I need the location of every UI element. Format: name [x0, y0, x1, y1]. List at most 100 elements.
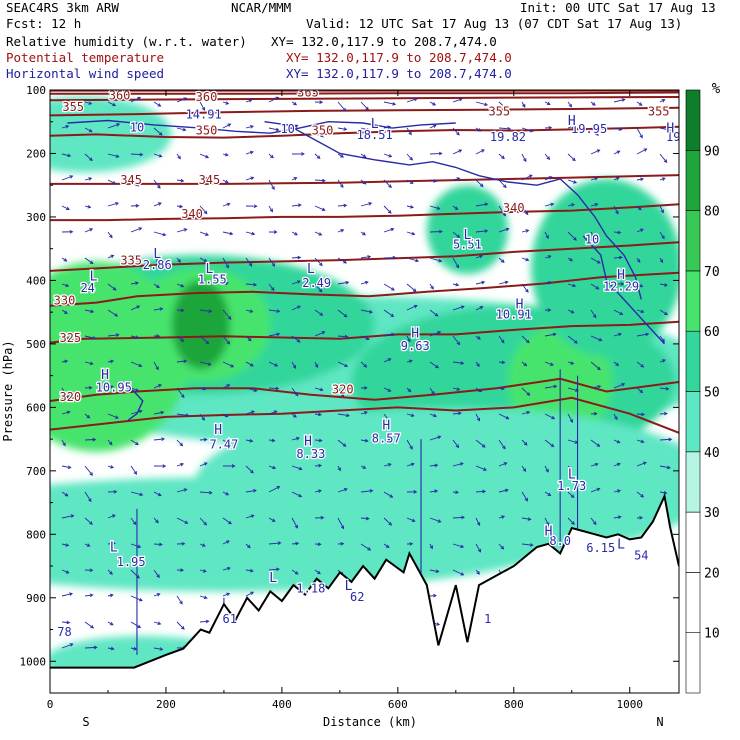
wind-vector-head — [294, 232, 298, 236]
wind-vector-head — [69, 592, 74, 596]
wind-vector-head — [85, 287, 90, 292]
wind-vector — [199, 620, 209, 623]
wind-vector — [590, 257, 601, 264]
wind-vector — [130, 227, 142, 233]
theta-label: 360 — [196, 90, 218, 104]
wind-vector — [406, 231, 415, 235]
colorbar-label: 50 — [704, 386, 720, 401]
wind-vector-head — [661, 338, 665, 343]
wind-vector-head — [593, 411, 598, 416]
wind-vector-head — [276, 332, 281, 337]
wind-vector — [360, 411, 368, 415]
wind-vector — [268, 387, 279, 390]
wind-vector — [383, 283, 395, 291]
wind-vector — [613, 413, 618, 420]
wind-vector-head — [181, 541, 186, 546]
wind-vector-head — [500, 259, 505, 263]
theta-label: 335 — [120, 254, 142, 268]
wind-vector-head — [137, 96, 142, 101]
wind-vector — [222, 231, 233, 235]
wind-vector-head — [301, 152, 305, 156]
wind-vector-head — [545, 468, 549, 473]
wind-vector-head — [369, 310, 373, 314]
wind-vector-head — [297, 305, 301, 309]
wind-vector — [337, 179, 344, 188]
wind-vector — [498, 543, 504, 550]
wind-vector-head — [455, 490, 460, 495]
wind-vector — [613, 383, 625, 389]
wind-vector — [613, 333, 622, 337]
wind-vector — [452, 177, 460, 181]
high-low-mark: L — [269, 571, 277, 586]
wind-vector-head — [502, 212, 506, 217]
wind-vector — [107, 569, 113, 575]
wind-vector-head — [65, 543, 70, 547]
wind-vector — [130, 361, 142, 367]
colorbar-bin — [685, 150, 701, 211]
wind-contour-10 — [264, 121, 642, 300]
y-tick-label: 600 — [26, 401, 46, 414]
wind-vector-head — [640, 309, 645, 314]
wind-vector-head — [500, 545, 505, 550]
wind-vector-head — [639, 228, 644, 232]
wind-vector — [176, 463, 184, 467]
wind-vector-head — [156, 593, 161, 597]
wind-vector-head — [484, 202, 489, 207]
wind-vector-head — [364, 386, 368, 390]
wind-vector-head — [664, 311, 668, 316]
wind-vector-head — [546, 522, 550, 527]
wind-vector — [544, 361, 554, 366]
wind-vector — [84, 361, 93, 365]
wind-vector — [199, 153, 209, 158]
wind-vector — [429, 257, 442, 262]
wind-vector — [176, 439, 183, 446]
wind-label: 12.29 — [603, 280, 639, 294]
wind-vector — [176, 335, 184, 342]
wind-vector-head — [227, 316, 232, 320]
wind-vector-head — [479, 306, 484, 310]
wind-vector-head — [294, 524, 298, 529]
wind-vector — [84, 646, 97, 649]
wind-vector — [337, 153, 344, 158]
wind-vector — [452, 516, 465, 519]
wind-vector — [360, 127, 370, 131]
wind-vector-head — [183, 359, 188, 364]
wind-vector-head — [158, 131, 163, 136]
colorbar-bin — [685, 270, 701, 332]
wind-vector-head — [547, 492, 552, 496]
wind-vector — [314, 231, 322, 236]
wind-vector — [245, 465, 254, 474]
wind-vector-head — [317, 542, 322, 547]
wind-vector-head — [385, 544, 390, 549]
wind-vector — [567, 361, 574, 365]
wind-vector — [107, 202, 119, 207]
wind-vector — [61, 621, 70, 624]
wind-vector-head — [524, 310, 529, 314]
wind-vector — [84, 413, 90, 419]
wind-vector-head — [363, 411, 368, 415]
wind-vector — [429, 205, 440, 210]
forecast-hour: Fcst: 12 h — [6, 16, 82, 31]
wind-vector-head — [636, 259, 641, 263]
wind-vector-head — [273, 230, 278, 234]
wind-vector — [452, 231, 460, 238]
wind-vector-head — [568, 466, 573, 471]
wind-vector-head — [368, 202, 373, 206]
wind-vector-head — [248, 99, 253, 103]
wind-vector — [360, 490, 373, 493]
wind-vector-head — [455, 264, 460, 269]
wind-vector — [567, 153, 576, 161]
wind-vector-head — [318, 438, 323, 443]
wind-vector-head — [224, 413, 229, 418]
wind-vector — [291, 517, 298, 529]
wind-vector — [659, 387, 669, 390]
wind-vector — [314, 331, 325, 337]
wind-vector-head — [204, 126, 209, 131]
wind-vector-head — [162, 232, 167, 237]
wind-vector-head — [409, 156, 413, 161]
wind-vector — [153, 647, 163, 650]
wind-vector — [429, 331, 441, 337]
wind-vector — [567, 439, 578, 444]
theta-label: 330 — [54, 294, 76, 308]
wind-vector — [636, 148, 647, 155]
